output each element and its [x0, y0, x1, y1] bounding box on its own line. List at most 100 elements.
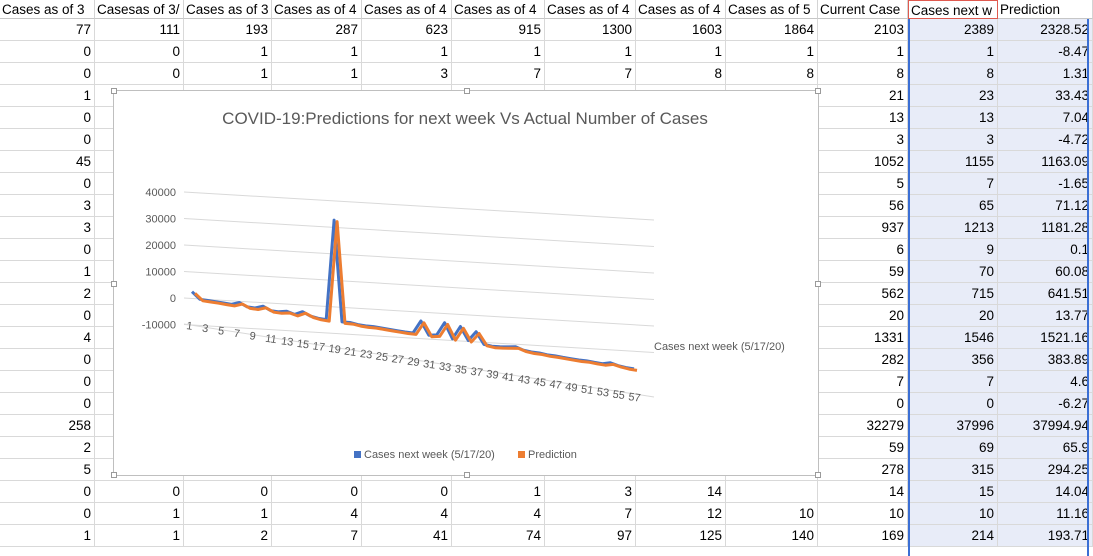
table-cell[interactable]: 0	[0, 371, 95, 393]
table-cell[interactable]: 13	[818, 107, 908, 129]
table-cell[interactable]: 12	[636, 503, 726, 525]
table-cell[interactable]: 59	[818, 261, 908, 283]
table-cell[interactable]: 8	[726, 63, 818, 85]
table-cell[interactable]: 7.04	[998, 107, 1093, 129]
table-cell[interactable]: 3	[818, 129, 908, 151]
table-cell[interactable]: 65.9	[998, 437, 1093, 459]
table-cell[interactable]: 2	[0, 437, 95, 459]
table-cell[interactable]: 7	[545, 503, 636, 525]
table-cell[interactable]: 7	[272, 525, 362, 547]
table-cell[interactable]: -4.72	[998, 129, 1093, 151]
table-cell[interactable]: 65	[908, 195, 998, 217]
table-cell[interactable]: 0	[908, 393, 998, 415]
table-cell[interactable]: 1	[272, 63, 362, 85]
table-cell[interactable]: 0	[95, 481, 184, 503]
table-cell[interactable]: 7	[452, 63, 545, 85]
table-cell[interactable]: 1	[184, 503, 272, 525]
table-cell[interactable]: 69	[908, 437, 998, 459]
table-cell[interactable]: 4	[362, 503, 452, 525]
column-header[interactable]: Cases as of 3	[184, 0, 272, 19]
table-cell[interactable]: 14	[818, 481, 908, 503]
table-cell[interactable]: 20	[908, 305, 998, 327]
table-cell[interactable]: 0	[0, 107, 95, 129]
table-cell[interactable]: 1	[452, 41, 545, 63]
table-cell[interactable]: 32279	[818, 415, 908, 437]
resize-handle[interactable]	[464, 88, 470, 94]
table-cell[interactable]: 2	[184, 525, 272, 547]
table-cell[interactable]: 0	[0, 173, 95, 195]
column-header[interactable]: Cases as of 4	[452, 0, 545, 19]
table-cell[interactable]: -1.65	[998, 173, 1093, 195]
chart-object[interactable]: COVID-19:Predictions for next week Vs Ac…	[111, 88, 821, 478]
table-cell[interactable]: 214	[908, 525, 998, 547]
table-cell[interactable]: 1	[272, 41, 362, 63]
table-cell[interactable]: 4	[0, 327, 95, 349]
table-cell[interactable]: 1331	[818, 327, 908, 349]
column-header[interactable]: Casesas of 3/	[95, 0, 184, 19]
table-cell[interactable]: 1	[0, 261, 95, 283]
table-cell[interactable]: 1	[545, 41, 636, 63]
table-cell[interactable]: 41	[362, 525, 452, 547]
table-cell[interactable]: 33.43	[998, 85, 1093, 107]
table-cell[interactable]: 10	[818, 503, 908, 525]
table-cell[interactable]: 0	[0, 129, 95, 151]
table-cell[interactable]: 23	[908, 85, 998, 107]
table-cell[interactable]: 623	[362, 19, 452, 41]
table-cell[interactable]: 2	[0, 283, 95, 305]
table-cell[interactable]: 294.25	[998, 459, 1093, 481]
table-cell[interactable]: 3	[0, 195, 95, 217]
table-cell[interactable]: 97	[545, 525, 636, 547]
table-cell[interactable]: 0	[0, 393, 95, 415]
table-cell[interactable]: 1	[0, 85, 95, 107]
table-cell[interactable]: 258	[0, 415, 95, 437]
table-cell[interactable]: 5	[0, 459, 95, 481]
table-cell[interactable]: 15	[908, 481, 998, 503]
table-cell[interactable]: -8.47	[998, 41, 1093, 63]
table-cell[interactable]: 0	[184, 481, 272, 503]
table-cell[interactable]: 0.1	[998, 239, 1093, 261]
resize-handle[interactable]	[464, 472, 470, 478]
table-cell[interactable]: 1	[362, 41, 452, 63]
table-cell[interactable]: 1052	[818, 151, 908, 173]
column-header[interactable]: Current Case	[818, 0, 908, 19]
table-cell[interactable]: 111	[95, 19, 184, 41]
resize-handle[interactable]	[815, 88, 821, 94]
table-cell[interactable]: 77	[0, 19, 95, 41]
table-cell[interactable]: 8	[908, 63, 998, 85]
table-cell[interactable]: 1	[908, 41, 998, 63]
table-cell[interactable]: 13	[908, 107, 998, 129]
table-cell[interactable]: 74	[452, 525, 545, 547]
table-cell[interactable]: 1	[95, 503, 184, 525]
table-cell[interactable]: 562	[818, 283, 908, 305]
column-header[interactable]: Cases as of 3	[0, 0, 95, 19]
table-cell[interactable]: 59	[818, 437, 908, 459]
column-header[interactable]: Cases next w	[908, 0, 998, 19]
table-cell[interactable]: 6	[818, 239, 908, 261]
table-cell[interactable]: 0	[0, 349, 95, 371]
column-header[interactable]: Cases as of 4	[636, 0, 726, 19]
table-cell[interactable]: 1155	[908, 151, 998, 173]
table-cell[interactable]: 13.77	[998, 305, 1093, 327]
resize-handle[interactable]	[111, 88, 117, 94]
column-header[interactable]: Cases as of 4	[362, 0, 452, 19]
table-cell[interactable]: 2389	[908, 19, 998, 41]
table-cell[interactable]: 0	[0, 41, 95, 63]
table-cell[interactable]: 1213	[908, 217, 998, 239]
table-cell[interactable]: 0	[818, 393, 908, 415]
table-cell[interactable]: 1864	[726, 19, 818, 41]
table-cell[interactable]: 641.51	[998, 283, 1093, 305]
table-cell[interactable]: 3	[908, 129, 998, 151]
column-header[interactable]: Cases as of 4	[545, 0, 636, 19]
table-cell[interactable]: 937	[818, 217, 908, 239]
table-cell[interactable]: 71.12	[998, 195, 1093, 217]
table-cell[interactable]: 1603	[636, 19, 726, 41]
table-cell[interactable]: 0	[272, 481, 362, 503]
table-cell[interactable]: 5	[818, 173, 908, 195]
table-cell[interactable]: 1	[184, 63, 272, 85]
table-cell[interactable]: 4	[272, 503, 362, 525]
table-cell[interactable]: 0	[0, 239, 95, 261]
table-cell[interactable]: 0	[0, 481, 95, 503]
table-cell[interactable]: 315	[908, 459, 998, 481]
table-cell[interactable]: 278	[818, 459, 908, 481]
table-cell[interactable]: 14.04	[998, 481, 1093, 503]
